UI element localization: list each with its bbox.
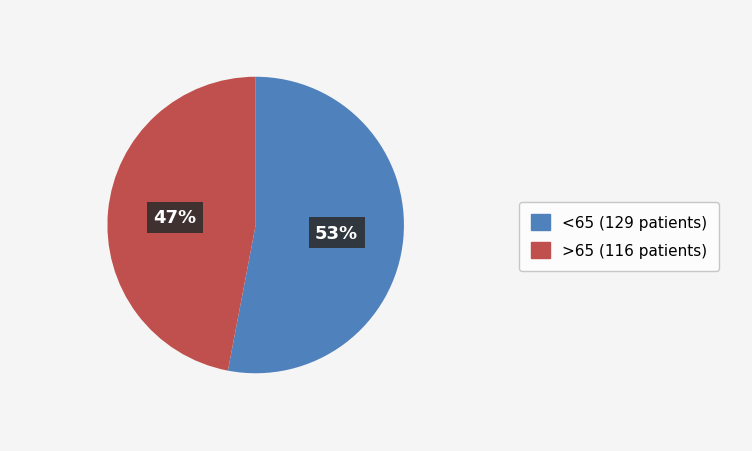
Text: 47%: 47% [153,209,196,227]
Wedge shape [108,78,256,371]
Legend: <65 (129 patients), >65 (116 patients): <65 (129 patients), >65 (116 patients) [519,202,719,271]
Text: 53%: 53% [315,224,358,242]
Wedge shape [228,78,404,373]
